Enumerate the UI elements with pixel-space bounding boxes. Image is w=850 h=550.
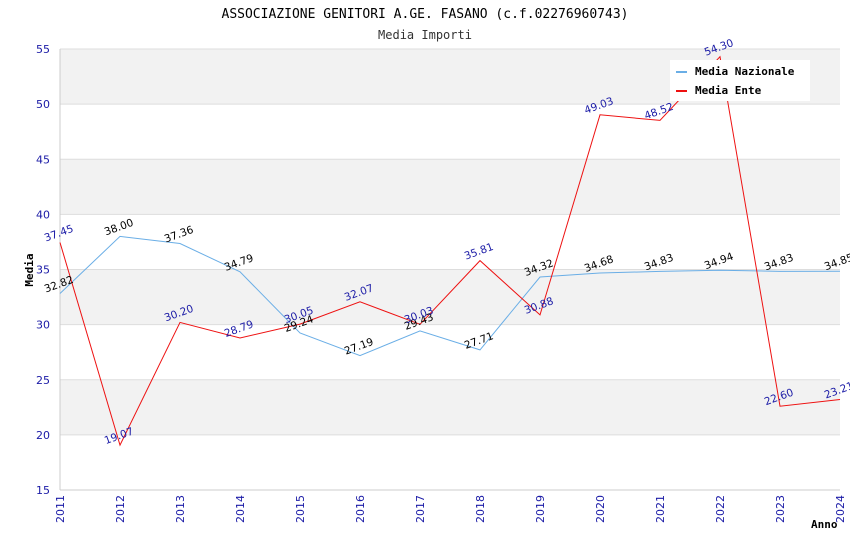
x-tick-label: 2014 xyxy=(234,495,247,523)
x-tick-label: 2013 xyxy=(174,495,187,523)
legend-label-media-nazionale: Media Nazionale xyxy=(695,65,795,78)
x-tick-label: 2021 xyxy=(654,495,667,523)
y-tick-label: 20 xyxy=(36,429,50,442)
y-tick-label: 15 xyxy=(36,484,50,497)
x-axis-label: Anno xyxy=(811,518,838,531)
y-tick-label: 40 xyxy=(36,208,50,221)
x-tick-label: 2018 xyxy=(474,495,487,523)
x-tick-label: 2012 xyxy=(114,495,127,523)
x-axis-ticks: 2011 2012 2013 2014 2015 2016 2017 2018 2019 2020… xyxy=(54,495,847,523)
x-tick-label: 2023 xyxy=(774,495,787,523)
y-tick-label: 35 xyxy=(36,264,50,277)
grid-band xyxy=(60,269,840,325)
y-tick-label: 50 xyxy=(36,98,50,111)
y-axis-ticks: 15 20 25 30 35 40 45 50 55 xyxy=(36,43,50,497)
x-tick-label: 2019 xyxy=(534,495,547,523)
grid-band xyxy=(60,159,840,215)
x-tick-label: 2020 xyxy=(594,495,607,523)
x-tick-label: 2016 xyxy=(354,495,367,523)
x-tick-label: 2011 xyxy=(54,495,67,523)
legend: Media Nazionale Media Ente xyxy=(670,60,810,101)
y-tick-label: 25 xyxy=(36,374,50,387)
y-tick-label: 45 xyxy=(36,153,50,166)
x-tick-label: 2015 xyxy=(294,495,307,523)
y-axis-label: Media xyxy=(23,253,36,286)
x-tick-label: 2022 xyxy=(714,495,727,523)
series-line-media-nazionale xyxy=(59,235,841,357)
chart-title: ASSOCIAZIONE GENITORI A.GE. FASANO (c.f.… xyxy=(222,7,629,22)
legend-box xyxy=(670,60,810,101)
x-tick-label: 2024 xyxy=(834,495,847,523)
y-tick-label: 30 xyxy=(36,319,50,332)
legend-label-media-ente: Media Ente xyxy=(695,84,762,97)
grid-band xyxy=(60,379,840,435)
y-tick-label: 55 xyxy=(36,43,50,56)
chart-subtitle: Media Importi xyxy=(378,28,472,42)
x-tick-label: 2017 xyxy=(414,495,427,523)
